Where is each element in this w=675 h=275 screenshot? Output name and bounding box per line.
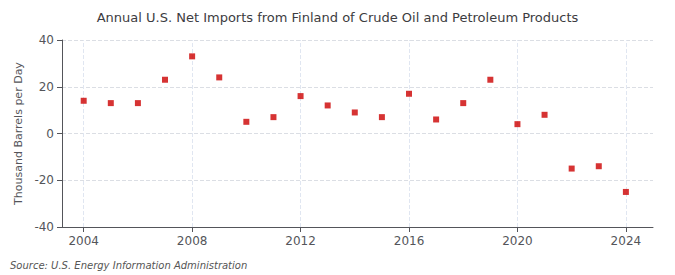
svg-text:2024: 2024 xyxy=(611,234,642,248)
svg-text:2016: 2016 xyxy=(394,234,425,248)
svg-text:2012: 2012 xyxy=(285,234,316,248)
svg-text:0: 0 xyxy=(46,127,54,141)
svg-text:-20: -20 xyxy=(34,173,54,187)
svg-text:Source: U.S. Energy Informatio: Source: U.S. Energy Information Administ… xyxy=(10,260,247,271)
svg-text:2004: 2004 xyxy=(68,234,99,248)
svg-text:40: 40 xyxy=(39,33,54,47)
svg-text:-40: -40 xyxy=(34,220,54,234)
svg-text:20: 20 xyxy=(39,80,54,94)
svg-text:Annual U.S. Net Imports from F: Annual U.S. Net Imports from Finland of … xyxy=(97,10,579,25)
svg-text:2020: 2020 xyxy=(502,234,533,248)
svg-text:2008: 2008 xyxy=(177,234,208,248)
svg-text:Thousand Barrels per Day: Thousand Barrels per Day xyxy=(12,62,25,206)
